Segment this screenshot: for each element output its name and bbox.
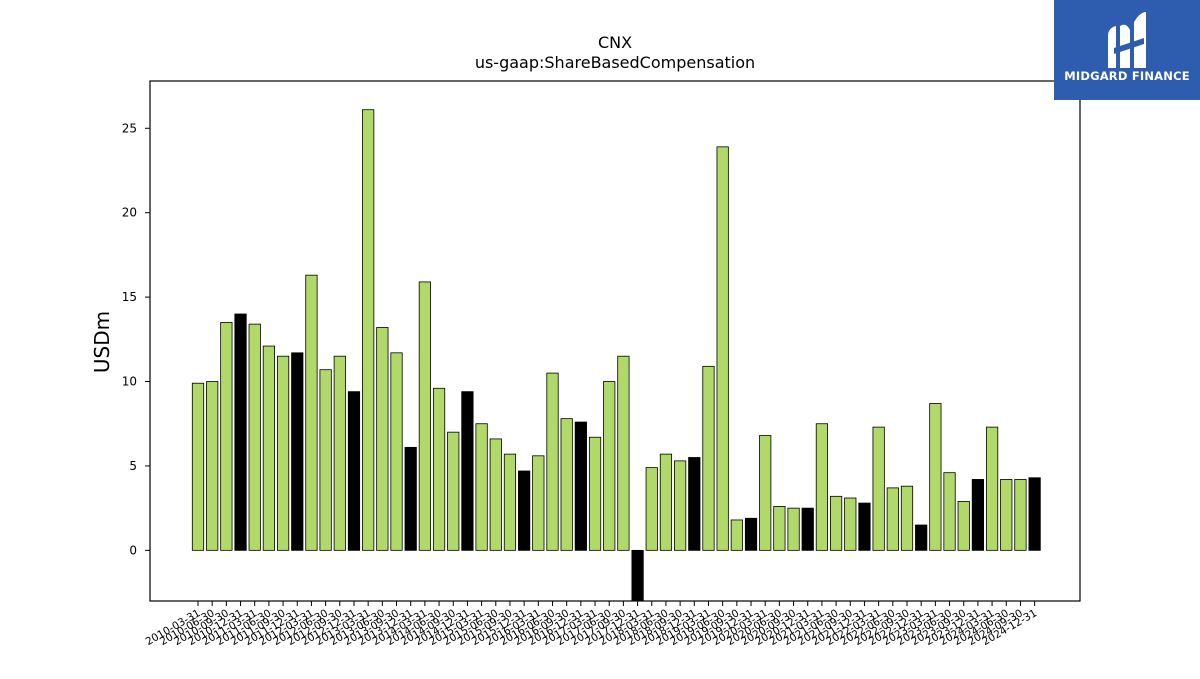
bar-2024-06-30 [1000,479,1013,551]
bar-2024-03-31 [985,426,999,551]
bar-2023-09-30 [957,500,970,551]
bar-2022-09-30 [900,485,914,551]
bar-2024-12-31 [1028,477,1041,551]
x-axis: 2010-03-312010-06-302010-09-302010-12-31… [144,601,1039,648]
bar-2021-06-30 [830,495,843,551]
bar-2022-06-30 [886,487,899,551]
bar-2016-03-31 [532,455,545,551]
bar-2017-09-30 [617,355,630,551]
y-tick-label: 0 [129,543,137,557]
y-tick-label: 10 [122,375,137,389]
bar-2018-12-31 [688,457,701,551]
bar-2013-09-30 [390,352,403,551]
bar-2024-09-30 [1014,479,1027,551]
bar-2020-03-31 [759,435,772,551]
bar-2014-09-30 [447,431,460,551]
bar-2020-06-30 [773,506,786,551]
bar-2013-03-31 [362,109,375,551]
bar-2013-12-31 [404,446,417,551]
bar-2011-09-30 [276,355,290,551]
bar-2014-03-31 [418,281,431,551]
bar-2011-03-31 [248,323,261,551]
bar-2016-06-30 [546,372,559,551]
bar-2017-03-31 [588,436,602,551]
bar-2010-03-31 [191,382,205,551]
bar-2012-09-30 [333,355,346,551]
bar-2012-12-31 [347,391,361,551]
bar-2010-06-30 [206,381,219,551]
bar-2014-06-30 [432,387,446,551]
bar-2021-12-31 [858,502,871,551]
bar-2018-06-30 [659,453,673,551]
y-tick-label: 5 [129,459,137,473]
bar-2023-06-30 [943,472,956,551]
y-tick-label: 25 [122,121,137,135]
bar-2020-09-30 [787,507,800,551]
bar-2016-09-30 [560,418,573,551]
bar-2016-12-31 [574,421,587,551]
bar-2015-12-31 [518,470,531,551]
bar-2019-12-31 [744,517,758,551]
y-tick-label: 20 [122,206,137,220]
bar-2012-03-31 [305,274,318,551]
bar-2013-06-30 [376,327,389,551]
midgard-logo-icon [1108,12,1146,69]
bar-2022-03-31 [872,426,885,551]
bar-2021-03-31 [815,423,829,551]
bar-2010-09-30 [220,322,233,551]
bar-2011-06-30 [262,345,276,551]
bar-2017-12-31 [631,549,644,602]
brand-logo: MIDGARD FINANCE [1054,0,1200,100]
bar-2015-03-31 [475,423,488,551]
bar-2019-06-30 [716,146,729,551]
bar-2015-09-30 [503,453,517,551]
plot-frame [149,80,1081,602]
bar-2018-09-30 [674,460,687,551]
bar-2010-12-31 [234,313,247,551]
y-tick-label: 15 [122,290,137,304]
bar-2019-09-30 [730,519,743,551]
bar-2015-06-30 [489,438,502,551]
logo-text: MIDGARD FINANCE [1064,69,1190,83]
y-axis-label: USDm [90,311,114,373]
bar-2022-12-31 [915,524,928,551]
bar-2019-03-31 [702,365,715,551]
chart-title: CNX [598,33,632,52]
chart-subtitle: us-gaap:ShareBasedCompensation [475,53,755,72]
bar-2014-12-31 [461,391,474,551]
y-axis: 0 5 10 15 20 25 [122,121,150,557]
bar-2017-06-30 [603,381,616,551]
bar-2020-12-31 [801,507,814,551]
bar-2023-03-31 [929,403,942,551]
bar-2023-12-31 [971,479,985,551]
bar-2018-03-31 [645,467,658,551]
bar-2012-06-30 [319,369,332,551]
bar-2011-12-31 [291,352,304,551]
bar-2021-09-30 [844,497,857,551]
bars-group [191,109,1041,602]
